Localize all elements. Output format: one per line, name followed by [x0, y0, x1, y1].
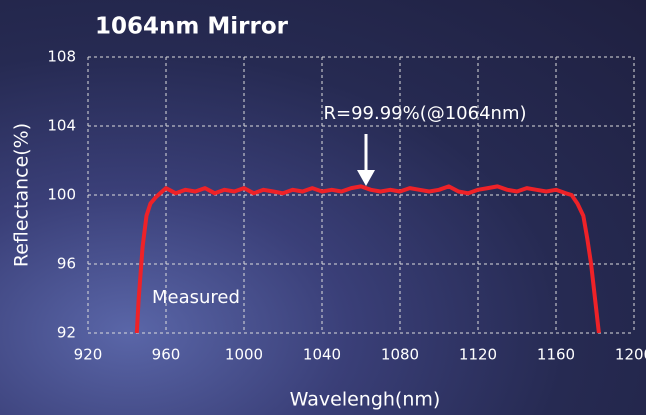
chart-title: 1064nm Mirror [95, 14, 289, 40]
x-tick-label: 1000 [225, 346, 263, 364]
x-tick-label: 1080 [381, 346, 419, 364]
x-tick-label: 1040 [303, 346, 341, 364]
annotation: R=99.99%(@1064nm) [323, 103, 526, 124]
x-tick-label: 920 [74, 346, 103, 364]
x-tick-label: 1160 [537, 346, 575, 364]
data-line [134, 184, 601, 334]
arrow-head [357, 170, 375, 186]
y-tick-label: 100 [47, 186, 76, 204]
y-tick-label: 92 [57, 324, 76, 342]
x-tick-label: 1120 [459, 346, 497, 364]
x-tick-label: 1200 [615, 346, 646, 364]
x-tick-label: 960 [152, 346, 181, 364]
x-axis-label: Wavelengh(nm) [290, 389, 441, 411]
series-label: Measured [152, 287, 240, 308]
y-axis-label: Reflectance(%) [11, 123, 33, 267]
y-tick-label: 108 [47, 48, 76, 66]
y-tick-label: 104 [47, 117, 76, 135]
y-tick-label: 96 [57, 255, 76, 273]
